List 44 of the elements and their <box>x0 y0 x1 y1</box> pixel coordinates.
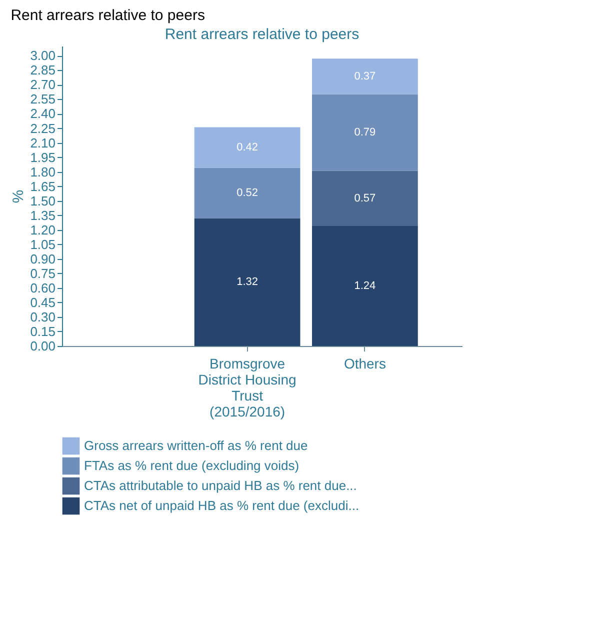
y-tick-label: 2.25 <box>30 120 56 136</box>
bar <box>312 170 418 226</box>
y-tick-label: 0.75 <box>30 266 56 281</box>
y-tick-label: 0.15 <box>30 324 56 339</box>
bar <box>312 226 418 346</box>
y-tick-label: 0.30 <box>30 309 56 324</box>
y-tick-label: 1.65 <box>30 178 56 194</box>
y-tick-label: 2.40 <box>30 106 56 122</box>
y-axis-title: % <box>10 190 28 204</box>
y-tick-label: 3.00 <box>30 48 56 64</box>
chart-title: Rent arrears relative to peers <box>10 7 205 24</box>
y-tick-label: 1.20 <box>30 222 56 238</box>
y-tick-label: 1.05 <box>30 236 56 252</box>
y-tick-label: 0.00 <box>30 338 56 354</box>
y-tick-label: 1.35 <box>30 208 56 223</box>
data-label: 1.32 <box>236 276 258 288</box>
legend-label: Gross arrears written-off as % rent due <box>84 438 308 453</box>
y-tick-label: 0.45 <box>30 294 56 310</box>
data-label: 1.24 <box>354 280 376 292</box>
y-tick-label: 2.85 <box>30 62 56 78</box>
data-label: 0.57 <box>354 192 376 204</box>
chart-subtitle: Rent arrears relative to peers <box>164 26 360 43</box>
bar <box>194 218 300 346</box>
y-tick-label: 1.80 <box>30 164 56 180</box>
y-tick-label: 1.95 <box>30 150 56 165</box>
bar <box>194 168 300 218</box>
bar <box>312 94 418 171</box>
x-tick-label: Bromsgrove District Housing Trust (2015/2016) <box>198 356 296 420</box>
x-tick-label: Others <box>344 356 386 372</box>
bar <box>312 58 418 94</box>
y-tick-label: 2.55 <box>30 92 56 107</box>
bar <box>194 127 300 168</box>
y-tick-label: 0.90 <box>30 251 56 266</box>
data-label: 0.52 <box>236 187 258 200</box>
legend-label: CTAs attributable to unpaid HB as % rent due... <box>84 478 357 493</box>
data-label: 0.42 <box>236 142 258 154</box>
data-label: 0.79 <box>354 126 376 139</box>
legend-label: CTAs net of unpaid HB as % rent due (excludi... <box>84 498 360 513</box>
y-tick-label: 2.10 <box>30 135 56 150</box>
y-tick-label: 0.60 <box>30 280 56 296</box>
y-tick-label: 2.70 <box>30 77 56 92</box>
data-label: 0.37 <box>354 70 376 82</box>
legend-label: FTAs as % rent due (excluding voids) <box>84 458 300 473</box>
y-tick-label: 1.50 <box>30 193 56 208</box>
